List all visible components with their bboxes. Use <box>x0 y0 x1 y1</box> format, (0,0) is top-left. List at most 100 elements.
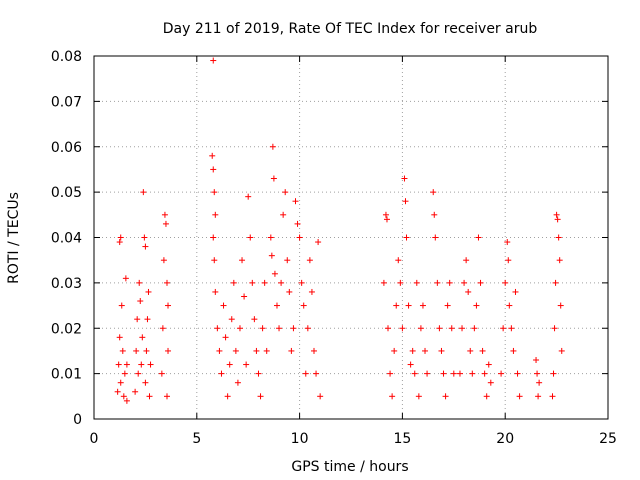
y-tick-label: 0.02 <box>51 321 82 337</box>
data-point <box>552 279 559 286</box>
data-point <box>122 275 129 282</box>
data-point <box>422 347 429 354</box>
data-point <box>139 334 146 341</box>
data-point <box>216 347 223 354</box>
data-point <box>448 325 455 332</box>
data-point <box>133 347 140 354</box>
data-point <box>502 279 509 286</box>
data-point <box>382 211 389 218</box>
data-point <box>391 347 398 354</box>
data-point <box>114 388 121 395</box>
data-point <box>463 257 470 264</box>
data-point <box>500 325 507 332</box>
y-tick-label: 0.01 <box>51 367 82 383</box>
data-point <box>294 220 301 227</box>
data-point <box>510 347 517 354</box>
y-axis-label: ROTI / TECUs <box>6 192 22 284</box>
data-point <box>159 325 166 332</box>
data-point <box>467 347 474 354</box>
data-point <box>212 288 219 295</box>
data-point <box>302 370 309 377</box>
chart-title: Day 211 of 2019, Rate Of TEC Index for r… <box>163 21 538 37</box>
data-point <box>450 370 457 377</box>
data-point <box>477 279 484 286</box>
data-point <box>516 393 523 400</box>
x-tick-label: 25 <box>599 431 617 447</box>
data-point <box>121 370 128 377</box>
data-point <box>147 361 154 368</box>
y-tick-label: 0.06 <box>51 140 82 156</box>
data-point <box>234 379 241 386</box>
y-tick-label: 0.05 <box>51 185 82 201</box>
data-point <box>465 288 472 295</box>
y-tick-label: 0.08 <box>51 49 82 65</box>
data-point <box>228 316 235 323</box>
data-point <box>273 302 280 309</box>
data-point <box>298 279 305 286</box>
data-point <box>271 270 278 277</box>
data-point <box>304 325 311 332</box>
data-point <box>269 143 276 150</box>
data-point <box>210 234 217 241</box>
data-point <box>120 393 127 400</box>
gridlines <box>94 56 608 419</box>
data-point <box>165 302 172 309</box>
data-point <box>224 393 231 400</box>
data-point <box>405 302 412 309</box>
data-point <box>424 370 431 377</box>
data-point <box>553 211 560 218</box>
data-point <box>534 370 541 377</box>
y-axis-ticks: 0 0.01 0.02 0.03 0.04 0.05 0.06 0.07 0.08 <box>51 49 608 428</box>
data-point <box>214 325 221 332</box>
data-point <box>210 166 217 173</box>
data-point <box>276 325 283 332</box>
data-point <box>270 175 277 182</box>
data-point <box>407 361 414 368</box>
data-point <box>315 239 322 246</box>
data-point <box>232 347 239 354</box>
data-point <box>296 234 303 241</box>
data-point <box>506 302 513 309</box>
data-point <box>556 257 563 264</box>
data-point <box>158 370 165 377</box>
data-point <box>415 393 422 400</box>
data-point <box>308 288 315 295</box>
data-point <box>135 370 142 377</box>
y-tick-label: 0.07 <box>51 94 82 110</box>
data-point <box>444 302 451 309</box>
data-point <box>117 379 124 386</box>
data-point <box>282 189 289 196</box>
data-point <box>440 370 447 377</box>
data-point <box>557 302 564 309</box>
data-point <box>143 347 150 354</box>
data-point <box>481 370 488 377</box>
data-point <box>267 234 274 241</box>
data-point <box>123 361 130 368</box>
data-point <box>508 325 515 332</box>
data-point <box>380 279 387 286</box>
data-point <box>554 216 561 223</box>
data-point <box>116 334 123 341</box>
data-point <box>395 257 402 264</box>
data-point <box>255 370 262 377</box>
data-point <box>241 293 248 300</box>
data-point <box>138 361 145 368</box>
data-point <box>430 189 437 196</box>
data-point <box>431 211 438 218</box>
data-point <box>211 189 218 196</box>
data-point <box>163 279 170 286</box>
data-point <box>268 252 275 259</box>
data-point <box>485 361 492 368</box>
data-point <box>385 325 392 332</box>
data-point <box>226 361 233 368</box>
x-axis-ticks: 0 5 10 15 20 25 <box>90 56 617 447</box>
data-point <box>212 211 219 218</box>
data-point <box>210 57 217 64</box>
y-tick-label: 0 <box>73 412 82 428</box>
data-point <box>118 302 125 309</box>
data-point <box>117 234 124 241</box>
data-point <box>533 357 540 364</box>
data-point <box>393 302 400 309</box>
data-point <box>317 393 324 400</box>
data-point <box>115 361 122 368</box>
